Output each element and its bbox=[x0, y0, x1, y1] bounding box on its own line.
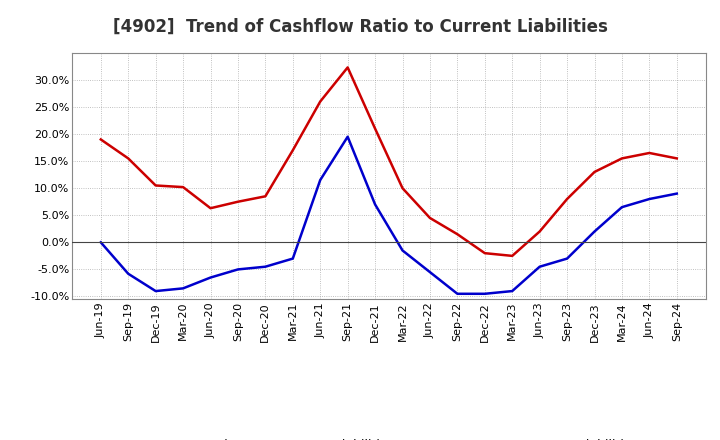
Operating CF to Current Liabilities bbox=[618, 156, 626, 161]
Operating CF to Current Liabilities bbox=[261, 194, 270, 199]
Free CF to Current Liabilities bbox=[480, 291, 489, 297]
Free CF to Current Liabilities bbox=[261, 264, 270, 269]
Free CF to Current Liabilities bbox=[316, 177, 325, 183]
Free CF to Current Liabilities bbox=[590, 229, 599, 234]
Operating CF to Current Liabilities bbox=[151, 183, 160, 188]
Text: [4902]  Trend of Cashflow Ratio to Current Liabilities: [4902] Trend of Cashflow Ratio to Curren… bbox=[112, 18, 608, 36]
Operating CF to Current Liabilities bbox=[179, 184, 187, 190]
Line: Free CF to Current Liabilities: Free CF to Current Liabilities bbox=[101, 137, 677, 294]
Operating CF to Current Liabilities bbox=[672, 156, 681, 161]
Free CF to Current Liabilities bbox=[371, 202, 379, 207]
Operating CF to Current Liabilities bbox=[96, 137, 105, 142]
Operating CF to Current Liabilities bbox=[371, 126, 379, 131]
Operating CF to Current Liabilities bbox=[343, 65, 352, 70]
Free CF to Current Liabilities bbox=[645, 196, 654, 202]
Free CF to Current Liabilities bbox=[618, 205, 626, 210]
Operating CF to Current Liabilities bbox=[453, 231, 462, 237]
Operating CF to Current Liabilities bbox=[124, 156, 132, 161]
Free CF to Current Liabilities bbox=[453, 291, 462, 297]
Operating CF to Current Liabilities bbox=[590, 169, 599, 175]
Free CF to Current Liabilities bbox=[398, 248, 407, 253]
Operating CF to Current Liabilities bbox=[398, 186, 407, 191]
Free CF to Current Liabilities bbox=[179, 286, 187, 291]
Operating CF to Current Liabilities bbox=[536, 229, 544, 234]
Operating CF to Current Liabilities bbox=[206, 205, 215, 211]
Free CF to Current Liabilities bbox=[124, 271, 132, 276]
Free CF to Current Liabilities bbox=[426, 269, 434, 275]
Free CF to Current Liabilities bbox=[536, 264, 544, 269]
Free CF to Current Liabilities bbox=[672, 191, 681, 196]
Operating CF to Current Liabilities bbox=[480, 250, 489, 256]
Operating CF to Current Liabilities bbox=[645, 150, 654, 156]
Operating CF to Current Liabilities bbox=[508, 253, 516, 259]
Free CF to Current Liabilities bbox=[206, 275, 215, 280]
Operating CF to Current Liabilities bbox=[233, 199, 242, 204]
Line: Operating CF to Current Liabilities: Operating CF to Current Liabilities bbox=[101, 67, 677, 256]
Free CF to Current Liabilities bbox=[96, 240, 105, 245]
Free CF to Current Liabilities bbox=[233, 267, 242, 272]
Operating CF to Current Liabilities bbox=[426, 215, 434, 220]
Free CF to Current Liabilities bbox=[508, 289, 516, 294]
Operating CF to Current Liabilities bbox=[563, 196, 572, 202]
Legend: Operating CF to Current Liabilities, Free CF to Current Liabilities: Operating CF to Current Liabilities, Fre… bbox=[135, 433, 643, 440]
Operating CF to Current Liabilities bbox=[316, 99, 325, 104]
Free CF to Current Liabilities bbox=[151, 289, 160, 294]
Free CF to Current Liabilities bbox=[343, 134, 352, 139]
Free CF to Current Liabilities bbox=[563, 256, 572, 261]
Operating CF to Current Liabilities bbox=[289, 148, 297, 153]
Free CF to Current Liabilities bbox=[289, 256, 297, 261]
